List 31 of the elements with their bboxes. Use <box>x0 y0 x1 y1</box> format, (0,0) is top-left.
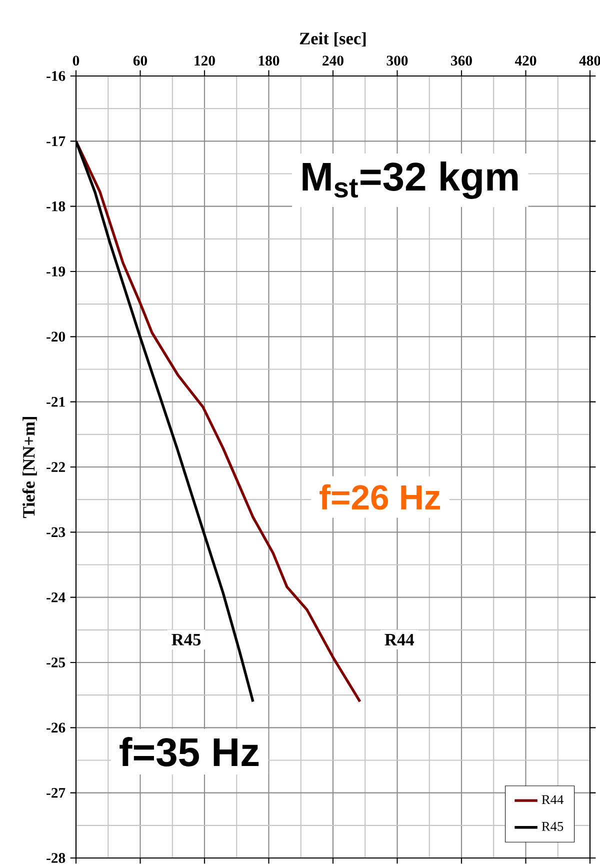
x-tick-label: 420 <box>514 56 536 66</box>
x-tick-label: 180 <box>258 56 280 66</box>
annotation: M$_{st}$=32 kgm <box>302 162 518 199</box>
x-tick-label: 0 <box>72 56 80 66</box>
x-tick-label: 360 <box>451 56 472 66</box>
legend-label: R44 <box>542 795 564 804</box>
x-tick-label: 480 <box>579 56 600 66</box>
annotation: R45 <box>172 634 201 646</box>
y-tick-label: -19 <box>46 266 66 276</box>
y-tick-label: -27 <box>46 788 66 798</box>
y-tick-label: -18 <box>46 201 66 212</box>
y-tick-label: -21 <box>46 396 65 407</box>
y-tick-label: -16 <box>46 71 66 81</box>
legend-label: R45 <box>542 822 564 831</box>
y-tick-label: -24 <box>46 592 66 602</box>
y-axis-title: Tiefe [NN+m] <box>22 417 37 518</box>
x-axis-title: Zeit [sec] <box>300 32 366 47</box>
annotation: f=35 Hz <box>120 737 259 766</box>
y-tick-label: -17 <box>46 136 66 146</box>
y-tick-label: -20 <box>46 332 66 342</box>
x-tick-label: 240 <box>322 56 344 66</box>
y-tick-label: -25 <box>46 658 66 668</box>
x-tick-label: 60 <box>133 56 148 66</box>
annotation: f=26 Hz <box>320 484 440 510</box>
annotation: R44 <box>384 634 414 646</box>
x-tick-label: 120 <box>194 56 215 66</box>
y-tick-label: -22 <box>46 462 65 472</box>
y-tick-label: -28 <box>46 853 66 863</box>
x-tick-label: 300 <box>386 56 408 66</box>
y-tick-label: -23 <box>46 527 66 538</box>
y-tick-label: -26 <box>46 722 66 733</box>
